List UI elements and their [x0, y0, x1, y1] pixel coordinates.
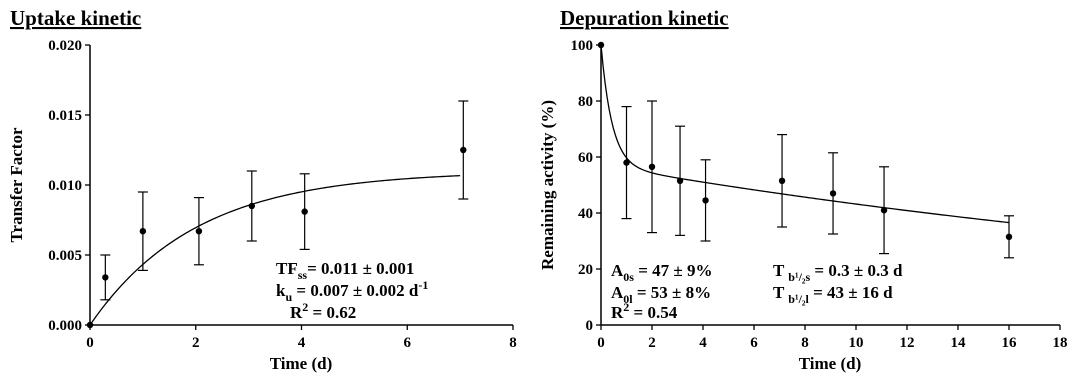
uptake-ytick-label: 0.000: [48, 318, 82, 334]
depuration-ytick-label: 20: [578, 262, 593, 278]
depuration-ytick-label: 40: [578, 206, 593, 222]
depuration-data-point: [597, 41, 605, 49]
depuration-xtick-label: 6: [750, 335, 758, 351]
uptake-chart: Uptake kinetic 0.000 0.005 0.010 0.015 0.020…: [7, 6, 517, 373]
uptake-ytick-label: 0.010: [48, 178, 82, 194]
depuration-xtick-label: 0: [597, 335, 605, 351]
uptake-ann-ku: ku = 0.007 ± 0.002 d-1: [276, 278, 428, 304]
uptake-xtick-label: 4: [298, 335, 306, 351]
depuration-data-point: [676, 177, 684, 184]
depuration-data-point: [829, 190, 837, 197]
uptake-data-point: [248, 202, 255, 210]
uptake-ann-r2: R2 = 0.62: [290, 300, 356, 322]
depuration-xtick-label: 16: [1002, 335, 1018, 351]
uptake-ann-tfss: TFss= 0.011 ± 0.001: [276, 259, 414, 282]
depuration-xtick-label: 2: [648, 335, 656, 351]
uptake-data-point: [102, 274, 109, 281]
uptake-xtick-label: 2: [192, 335, 200, 351]
depuration-xtick-label: 14: [951, 335, 967, 351]
uptake-data-point: [139, 228, 147, 235]
uptake-ytick-label: 0.020: [48, 38, 82, 54]
uptake-xtick-label: 8: [509, 335, 517, 351]
depuration-data-point: [648, 163, 656, 170]
uptake-annotations: TFss= 0.011 ± 0.001 ku = 0.007 ± 0.002 d…: [276, 259, 428, 322]
depuration-xtick-label: 18: [1053, 335, 1068, 351]
uptake-x-label: Time (d): [270, 354, 333, 373]
depuration-ytick-label: 60: [578, 150, 593, 166]
depuration-data-point: [1005, 233, 1013, 240]
uptake-xtick-label: 0: [86, 335, 94, 351]
depuration-title: Depuration kinetic: [560, 6, 729, 30]
uptake-data-point: [301, 208, 308, 215]
uptake-data-point: [460, 146, 467, 154]
depuration-ann-a0s: A0s = 47 ± 9%: [611, 261, 712, 284]
depuration-ytick-label: 0: [586, 318, 594, 334]
depuration-xtick-label: 10: [849, 335, 864, 351]
depuration-ann-a0l: A0l = 53 ± 8%: [611, 283, 711, 306]
uptake-ytick-label: 0.015: [48, 108, 82, 124]
uptake-data-point: [195, 228, 203, 235]
depuration-annotations: A0s = 47 ± 9% T b¹/₂s = 0.3 ± 0.3 d A0l …: [611, 261, 903, 322]
depuration-data-point: [880, 207, 888, 214]
uptake-data-point: [86, 321, 94, 329]
depuration-x-label: Time (d): [799, 354, 862, 373]
depuration-ann-tb-short: T b¹/₂s = 0.3 ± 0.3 d: [773, 261, 903, 284]
depuration-ann-tb-long: T b¹/₂l = 43 ± 16 d: [773, 283, 893, 306]
depuration-xtick-label: 8: [801, 335, 809, 351]
depuration-data-point: [702, 197, 709, 204]
depuration-data-point: [623, 159, 630, 166]
depuration-ann-r2: R2 = 0.54: [611, 300, 678, 322]
depuration-ytick-label: 80: [578, 94, 593, 110]
uptake-y-label: Transfer Factor: [7, 127, 26, 242]
uptake-title: Uptake kinetic: [10, 6, 141, 30]
depuration-xtick-label: 4: [699, 335, 707, 351]
uptake-xtick-label: 6: [404, 335, 412, 351]
uptake-ytick-label: 0.005: [48, 248, 82, 264]
depuration-xtick-label: 12: [900, 335, 915, 351]
depuration-ytick-label: 100: [571, 38, 594, 54]
depuration-y-label: Remaining activity (%): [538, 100, 557, 270]
depuration-fit-curve: [600, 44, 1010, 224]
uptake-fit-curve: [89, 175, 461, 326]
depuration-data-point: [778, 177, 786, 184]
depuration-chart: Depuration kinetic 0 20 40 60 80 100 0 2 4 6 8 10 12…: [538, 6, 1068, 373]
